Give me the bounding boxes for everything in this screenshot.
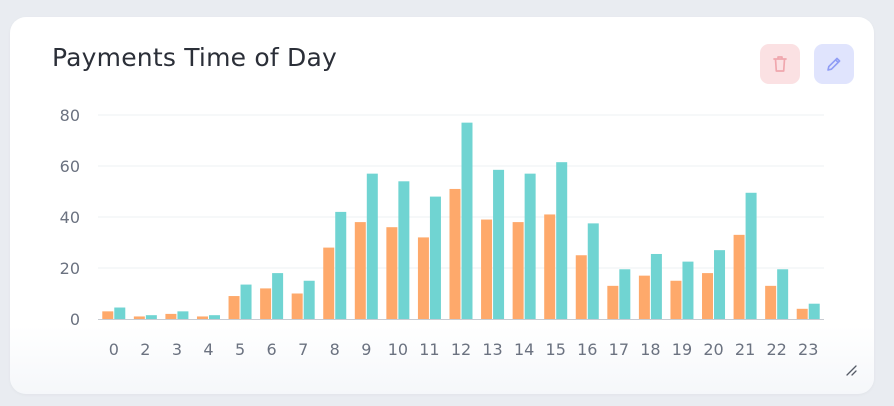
bar-series-2[interactable] [650,253,662,319]
x-tick-label: 5 [235,340,245,359]
x-tick-label: 3 [172,340,182,359]
bar-series-1[interactable] [702,273,714,319]
bar-series-1[interactable] [796,308,808,319]
bar-series-1[interactable] [481,219,493,319]
bar-series-2[interactable] [745,192,757,319]
bar-series-1[interactable] [291,293,303,320]
bar-series-2[interactable] [114,307,126,319]
x-tick-label: 22 [766,340,786,359]
x-tick-label: 17 [609,340,629,359]
x-tick-label: 6 [267,340,277,359]
x-tick-label: 7 [298,340,308,359]
bar-series-2[interactable] [714,250,726,319]
x-tick-label: 20 [703,340,723,359]
bar-series-1[interactable] [354,222,366,319]
y-tick-label: 40 [60,208,80,227]
bar-series-1[interactable] [133,316,145,319]
bar-series-1[interactable] [765,285,777,319]
x-tick-label: 11 [419,340,439,359]
trash-icon [773,56,787,72]
bar-series-1[interactable] [733,234,745,319]
x-tick-label: 23 [798,340,818,359]
x-tick-label: 18 [640,340,660,359]
x-tick-label: 9 [361,340,371,359]
x-tick-label: 16 [577,340,597,359]
bar-series-2[interactable] [461,122,473,320]
bar-series-2[interactable] [587,223,599,319]
x-tick-label: 0 [109,340,119,359]
bar-series-1[interactable] [607,285,619,319]
bar-series-2[interactable] [366,173,378,319]
bar-series-2[interactable] [208,315,220,319]
x-tick-label: 14 [514,340,534,359]
bar-series-2[interactable] [619,269,631,319]
resize-handle-icon[interactable] [844,363,858,377]
x-tick-label: 13 [482,340,502,359]
card-title: Payments Time of Day [52,43,337,72]
bar-series-1[interactable] [512,222,524,319]
x-tick-label: 10 [388,340,408,359]
bar-series-1[interactable] [575,255,587,319]
x-tick-label: 12 [451,340,471,359]
bar-series-1[interactable] [323,247,335,319]
bar-series-2[interactable] [808,303,820,319]
delete-button[interactable] [760,44,800,84]
bar-series-1[interactable] [196,316,208,319]
bar-series-1[interactable] [449,188,461,319]
x-tick-label: 4 [203,340,213,359]
bar-series-2[interactable] [556,162,568,319]
bar-series-2[interactable] [145,315,157,319]
bar-series-1[interactable] [544,214,556,319]
bar-series-2[interactable] [429,196,441,319]
y-tick-label: 80 [60,106,80,125]
bar-series-1[interactable] [260,288,272,319]
bar-series-1[interactable] [417,237,429,319]
x-tick-label: 19 [672,340,692,359]
edit-button[interactable] [814,44,854,84]
bar-series-2[interactable] [493,169,505,319]
x-tick-label: 8 [330,340,340,359]
bar-series-2[interactable] [303,280,315,319]
bar-series-1[interactable] [165,313,177,319]
bar-series-1[interactable] [386,227,398,319]
y-tick-label: 0 [70,310,80,329]
bar-series-2[interactable] [240,284,252,319]
bar-series-1[interactable] [670,280,682,319]
bar-series-2[interactable] [272,273,284,319]
bar-series-2[interactable] [177,311,189,319]
bar-series-1[interactable] [638,275,650,319]
pencil-icon [827,57,841,71]
x-tick-label: 2 [140,340,150,359]
x-tick-label: 21 [735,340,755,359]
bar-series-2[interactable] [777,269,789,319]
chart-card: Payments Time of Day 0 20 40 60 80 0 2 3 4 5 6 7 8 9 1… [10,17,874,394]
bar-series-1[interactable] [102,311,114,319]
y-tick-label: 20 [60,259,80,278]
bar-series-2[interactable] [682,261,694,319]
bar-series-2[interactable] [398,181,410,319]
bar-series-2[interactable] [524,173,536,319]
bar-series-2[interactable] [335,211,347,319]
bar-series-1[interactable] [228,296,240,319]
x-tick-label: 15 [546,340,566,359]
y-tick-label: 60 [60,157,80,176]
